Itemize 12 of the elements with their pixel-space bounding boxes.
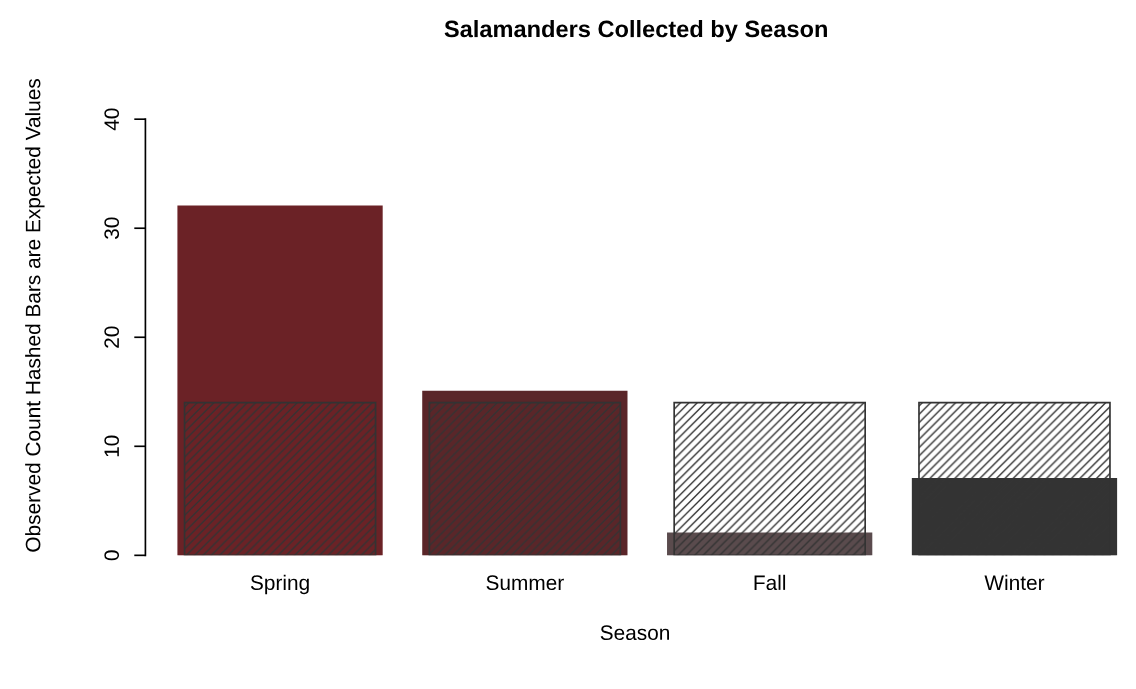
y-tick-label: 20: [104, 326, 120, 348]
x-axis-title: Season: [600, 625, 669, 641]
y-tick-label: 10: [104, 435, 120, 457]
y-axis-title: Observed Count Hashed Bars are Expected Values: [25, 78, 45, 552]
x-tick-label: Winter: [984, 574, 1045, 591]
x-tick-label: Spring: [250, 574, 309, 595]
y-tick-label: 30: [104, 217, 120, 240]
x-tick-label: Fall: [754, 574, 786, 591]
chart-title: Salamanders Collected by Season: [444, 20, 827, 43]
x-tick-label: Summer: [486, 575, 564, 591]
y-tick-label: 0: [104, 550, 120, 561]
y-tick-label: 40: [104, 108, 120, 131]
